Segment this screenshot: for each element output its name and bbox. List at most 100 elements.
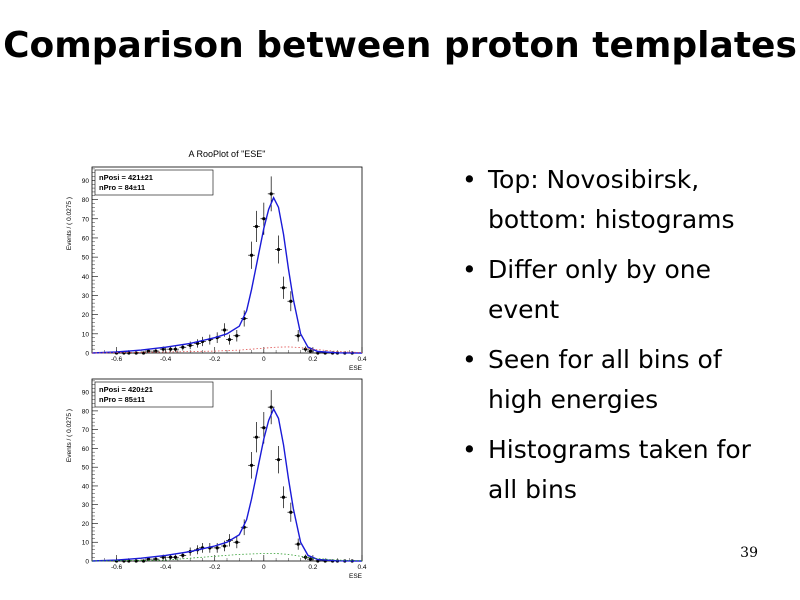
y-tick-label: 50 <box>82 465 90 472</box>
y-axis-label: Events / ( 0.0275 ) <box>66 409 73 462</box>
x-axis-label: ESE <box>349 365 363 372</box>
data-point <box>127 351 131 355</box>
fit-curve <box>91 407 363 562</box>
roofit-plot-top: A RooPlot of "ESE" 0 10 20 30 40 50 60 70 80 90 -0.… <box>66 149 367 372</box>
data-point <box>215 546 219 550</box>
data-point <box>173 555 178 559</box>
data-point <box>281 286 286 290</box>
bullet-text: Histograms taken for all bins <box>488 435 751 504</box>
x-tick-label: 0.4 <box>357 564 366 571</box>
x-tick-label: -0.6 <box>111 564 123 571</box>
y-tick-label: 60 <box>82 446 90 453</box>
page-number: 39 <box>740 545 758 561</box>
data-point <box>168 555 173 559</box>
y-tick-label: 40 <box>82 483 90 490</box>
y-tick-label: 0 <box>85 559 89 566</box>
stats-box-text: nPro = 84±11 <box>99 183 145 192</box>
y-tick-label: 20 <box>82 521 90 528</box>
data-point <box>249 253 254 257</box>
x-axis-label: ESE <box>349 573 363 580</box>
bullet-dot: • <box>462 165 477 194</box>
bullet-text: Differ only by one event <box>488 255 711 324</box>
y-tick-label: 20 <box>82 312 90 319</box>
data-point <box>134 351 138 355</box>
x-tick-label: -0.2 <box>209 356 221 363</box>
bullet-dot: • <box>462 345 477 374</box>
data-point <box>181 553 185 557</box>
y-tick-label: 0 <box>85 351 89 358</box>
data-point <box>289 510 293 514</box>
data-point <box>235 540 239 544</box>
bullet-item: • Seen for all bins of high energies <box>460 340 780 420</box>
background-component-curve <box>91 346 363 354</box>
data-point <box>296 334 300 338</box>
x-tick-label: -0.4 <box>160 564 172 571</box>
data-point <box>134 559 138 563</box>
data-point <box>235 334 239 338</box>
y-tick-label: 70 <box>82 216 90 223</box>
slide-title: Comparison between proton templates <box>3 25 797 66</box>
y-tick-label: 90 <box>82 390 90 397</box>
x-tick-label: -0.2 <box>209 564 221 571</box>
data-point <box>262 217 266 221</box>
y-tick-label: 10 <box>82 331 90 338</box>
data-point <box>141 559 146 563</box>
data-point <box>141 351 146 355</box>
x-tick-label: -0.4 <box>160 356 172 363</box>
data-point <box>195 341 200 346</box>
data-point <box>222 328 227 332</box>
y-tick-label: 30 <box>82 502 90 509</box>
x-tick-label: 0.2 <box>308 356 317 363</box>
plot-top: A RooPlot of "ESE" 0 10 20 30 40 50 60 70 80 90 -0.… <box>62 145 372 375</box>
fit-curve <box>91 196 363 354</box>
data-point <box>254 435 259 439</box>
data-point <box>308 349 313 353</box>
data-point <box>276 247 281 252</box>
data-point <box>181 345 185 349</box>
bullet-item: • Top: Novosibirsk, bottom: histograms <box>460 160 780 240</box>
bullet-dot: • <box>462 255 477 284</box>
roofit-plot-bottom: 0 10 20 30 40 50 60 70 80 90 -0.6 -0.4 -0.2 0 0.2 0.4 ES… <box>66 378 367 580</box>
data-point <box>276 458 281 462</box>
bullet-item: • Histograms taken for all bins <box>460 430 780 510</box>
data-point <box>308 557 313 561</box>
data-point <box>188 343 192 347</box>
y-axis-label: Events / ( 0.0275 ) <box>66 197 73 250</box>
y-tick-label: 10 <box>82 540 90 547</box>
stats-box-text: nPosi = 420±21 <box>99 385 153 394</box>
bullet-dot: • <box>462 435 477 464</box>
y-tick-label: 90 <box>82 178 90 185</box>
stats-box <box>94 381 214 408</box>
x-tick-label: 0 <box>262 356 266 363</box>
y-tick-label: 70 <box>82 427 90 434</box>
bullet-list: • Top: Novosibirsk, bottom: histograms • D… <box>460 160 780 520</box>
data-point <box>227 337 232 342</box>
data-point <box>161 347 165 351</box>
data-point <box>249 463 254 467</box>
bullet-item: • Differ only by one event <box>460 250 780 330</box>
y-tick-label: 50 <box>82 255 90 262</box>
data-point <box>222 544 227 548</box>
data-point <box>173 347 178 351</box>
bullet-text: Seen for all bins of high energies <box>488 345 722 414</box>
x-tick-label: 0.2 <box>308 564 317 571</box>
x-tick-label: 0.4 <box>357 356 366 363</box>
data-point <box>289 299 293 303</box>
x-tick-label: -0.6 <box>111 356 123 363</box>
stats-box-text: nPro = 85±11 <box>99 395 145 404</box>
chart-title: A RooPlot of "ESE" <box>189 149 266 159</box>
stats-box <box>94 169 214 196</box>
data-point <box>262 426 266 430</box>
x-tick-label: 0 <box>262 564 266 571</box>
data-point <box>269 405 273 409</box>
y-tick-label: 80 <box>82 197 90 204</box>
bullet-text: Top: Novosibirsk, bottom: histograms <box>488 165 735 234</box>
plot-bottom: 0 10 20 30 40 50 60 70 80 90 -0.6 -0.4 -0.2 0 0.2 0.4 ES… <box>62 375 372 585</box>
data-point <box>168 347 173 351</box>
data-point <box>281 495 286 499</box>
data-point <box>254 224 259 229</box>
y-tick-label: 40 <box>82 274 90 281</box>
data-point <box>269 192 273 196</box>
y-tick-label: 30 <box>82 293 90 300</box>
y-tick-label: 80 <box>82 408 90 415</box>
